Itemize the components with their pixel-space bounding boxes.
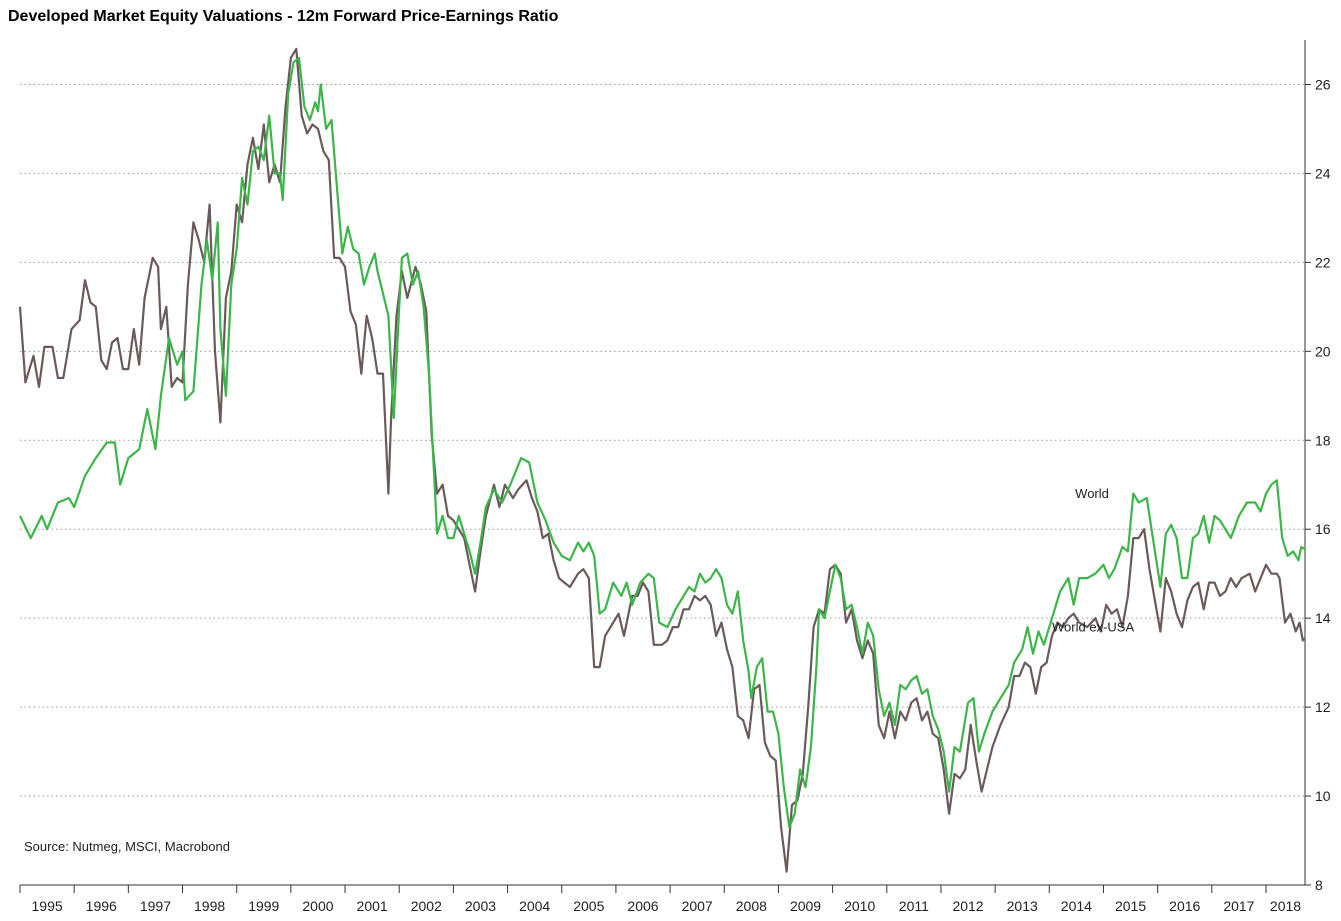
y-tick-label-10: 10: [1315, 788, 1331, 804]
y-tick-label-26: 26: [1315, 76, 1331, 92]
x-tick-label-2006: 2006: [627, 898, 658, 914]
series-lines: [18, 47, 1306, 873]
x-tick-label-1999: 1999: [248, 898, 279, 914]
x-tick-label-2001: 2001: [357, 898, 388, 914]
series-label-world-ex-usa: World ex-USA: [1052, 620, 1134, 635]
x-tick-label-2002: 2002: [411, 898, 442, 914]
x-tick-label-2008: 2008: [736, 898, 767, 914]
y-tick-label-22: 22: [1315, 254, 1331, 270]
y-tick-label-14: 14: [1315, 610, 1331, 626]
x-tick-label-1995: 1995: [32, 898, 63, 914]
gridlines: [20, 83, 1305, 797]
x-tick-label-2003: 2003: [465, 898, 496, 914]
y-tick-label-20: 20: [1315, 343, 1331, 359]
x-tick-label-2011: 2011: [899, 898, 929, 914]
y-tick-label-12: 12: [1315, 699, 1331, 715]
chart-title: Developed Market Equity Valuations - 12m…: [8, 8, 559, 25]
series-line-world: [19, 56, 1306, 829]
source-note: Source: Nutmeg, MSCI, Macrobond: [24, 839, 230, 854]
axes: 8 10 12 14 16 18 20 22 24 26 1995 1996 1997 1998 1999 2…: [19, 40, 1331, 914]
y-tick-label-24: 24: [1315, 165, 1331, 181]
x-tick-label-1996: 1996: [86, 898, 117, 914]
x-tick-label-1997: 1997: [140, 898, 171, 914]
series-label-world: World: [1075, 486, 1109, 501]
y-tick-label-18: 18: [1315, 432, 1331, 448]
x-tick-label-2018: 2018: [1270, 898, 1301, 914]
x-tick-label-1998: 1998: [194, 898, 225, 914]
x-tick-label-2017: 2017: [1223, 898, 1254, 914]
y-tick-label-16: 16: [1315, 521, 1331, 537]
series-labels: World World ex-USA: [1052, 486, 1134, 634]
x-tick-label-2007: 2007: [682, 898, 713, 914]
x-tick-label-2013: 2013: [1007, 898, 1038, 914]
x-tick-label-2000: 2000: [302, 898, 333, 914]
x-tick-label-2004: 2004: [519, 898, 550, 914]
x-tick-label-2009: 2009: [790, 898, 821, 914]
x-tick-label-2014: 2014: [1061, 898, 1092, 914]
x-tick-label-2010: 2010: [844, 898, 875, 914]
series-line-world-ex-usa: [18, 47, 1306, 873]
x-tick-label-2012: 2012: [952, 898, 983, 914]
x-tick-label-2005: 2005: [573, 898, 604, 914]
x-tick-label-2016: 2016: [1169, 898, 1200, 914]
y-tick-label-8: 8: [1315, 877, 1323, 893]
x-tick-label-2015: 2015: [1115, 898, 1146, 914]
